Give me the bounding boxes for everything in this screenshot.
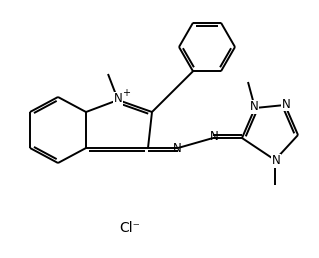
Text: N: N <box>114 93 122 106</box>
Text: N: N <box>173 142 182 156</box>
Text: N: N <box>210 130 219 142</box>
Text: N: N <box>271 155 280 167</box>
Text: N: N <box>250 101 258 114</box>
Text: +: + <box>122 88 130 98</box>
Text: Cl⁻: Cl⁻ <box>120 221 140 235</box>
Text: N: N <box>282 98 290 110</box>
